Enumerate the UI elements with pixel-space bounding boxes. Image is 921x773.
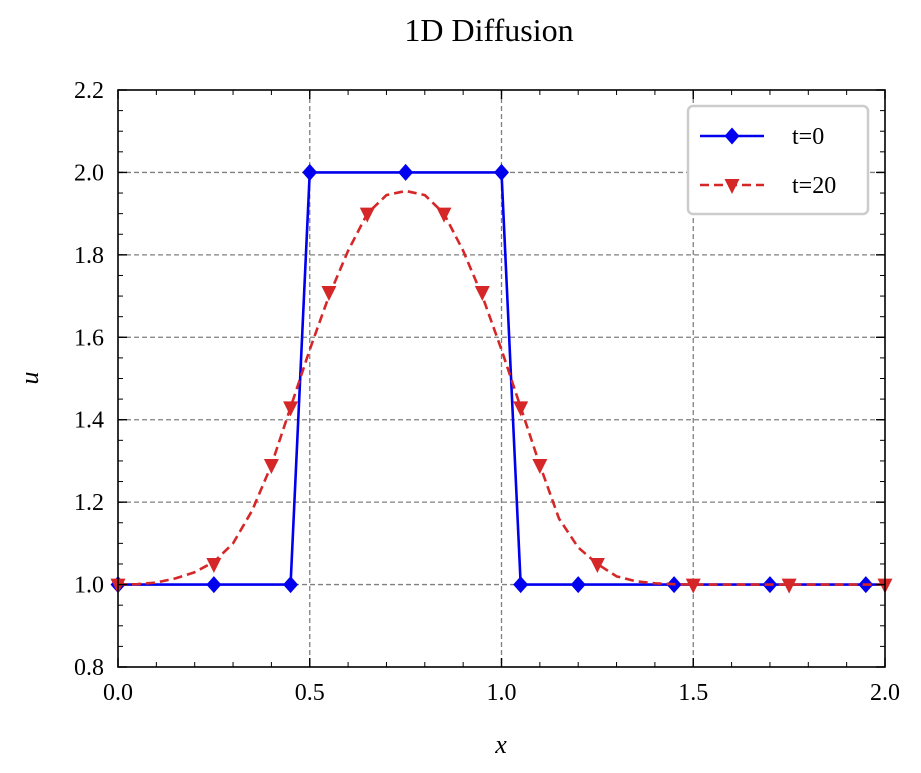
data-point — [398, 163, 414, 181]
series-t0 — [110, 163, 885, 594]
data-point — [283, 401, 299, 417]
series-line — [117, 189, 885, 586]
legend-box — [686, 104, 870, 216]
y-tick-label: 1.6 — [74, 325, 104, 351]
data-point — [513, 401, 529, 417]
data-point — [206, 576, 222, 594]
x-tick-label: 1.0 — [487, 680, 517, 706]
axis-ticks: 0.0 0.5 1.0 1.5 2.0 0.8 1.0 1.2 1.4 1.6 1.8 2.0 2.2 — [74, 78, 900, 706]
data-point — [206, 557, 222, 573]
data-point — [263, 459, 279, 475]
data-point — [570, 576, 586, 594]
chart-title: 1D Diffusion — [404, 12, 573, 48]
legend-label-t20: t=20 — [792, 173, 836, 199]
data-point — [283, 576, 299, 594]
y-tick-label: 2.2 — [74, 78, 104, 104]
y-tick-label: 2.0 — [74, 160, 104, 186]
x-axis-label: x — [494, 730, 507, 759]
x-tick-label: 1.5 — [678, 680, 708, 706]
data-point — [321, 285, 337, 301]
legend-marker-t20 — [724, 179, 740, 194]
data-point — [685, 578, 701, 594]
x-tick-label: 0.5 — [295, 680, 325, 706]
data-point — [302, 163, 318, 181]
y-tick-label: 1.0 — [74, 573, 104, 599]
x-tick-label: 2.0 — [870, 680, 900, 706]
data-point — [436, 207, 452, 223]
x-tick-label: 0.0 — [103, 680, 133, 706]
legend-label-t0: t=0 — [792, 124, 824, 150]
data-point — [494, 163, 509, 181]
y-tick-label: 1.4 — [74, 408, 104, 434]
legend: t=0 t=20 — [686, 104, 870, 216]
data-point — [532, 459, 548, 475]
data-point — [359, 207, 375, 223]
y-tick-label: 1.2 — [74, 490, 104, 516]
data-point — [513, 576, 529, 594]
y-tick-label: 1.8 — [74, 243, 104, 269]
legend-marker-t0 — [724, 127, 740, 145]
data-point — [589, 557, 605, 573]
data-point — [474, 285, 490, 301]
y-tick-label: 0.8 — [74, 655, 104, 681]
y-axis-label: u — [15, 372, 44, 385]
data-point — [781, 578, 797, 594]
